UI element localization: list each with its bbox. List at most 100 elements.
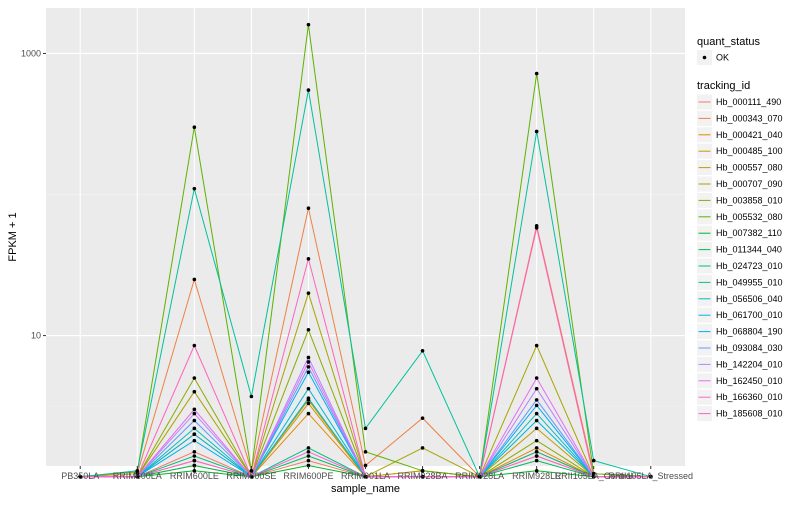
data-point — [534, 411, 539, 416]
y-tick-label: 10 — [31, 331, 41, 341]
data-point — [363, 463, 368, 468]
data-point — [249, 394, 254, 399]
data-point — [306, 206, 311, 210]
legend: quant_status OK tracking_id Hb_000111_490 Hb… — [697, 36, 783, 422]
legend-label: Hb_142204_010 — [716, 359, 783, 369]
axis-layer: 10 1000 PB350LA RRIM600LA RRIM600LE RRIM600SE… — [21, 48, 693, 481]
data-point — [306, 370, 311, 375]
legend-label: Hb_000707_090 — [716, 179, 783, 189]
data-point — [534, 418, 539, 423]
data-point — [306, 327, 311, 332]
data-point — [306, 365, 311, 369]
legend-label: Hb_000421_040 — [716, 130, 783, 140]
x-tick-label: RRIM928BA — [398, 471, 448, 481]
data-point — [420, 446, 425, 450]
data-point — [192, 450, 197, 454]
data-point — [306, 360, 311, 364]
legend-label: Hb_093084_030 — [716, 343, 783, 353]
data-point — [420, 474, 425, 479]
data-point — [192, 438, 197, 443]
data-point — [534, 454, 539, 458]
data-point — [192, 426, 197, 431]
data-point — [192, 277, 197, 282]
x-tick-label: PB350LA — [61, 471, 99, 481]
x-axis-title: sample_name — [331, 483, 400, 495]
data-point — [363, 450, 368, 454]
data-point — [192, 125, 197, 130]
data-point — [192, 376, 197, 380]
legend-label: Hb_185608_010 — [716, 409, 783, 419]
data-point — [534, 129, 539, 134]
data-point — [534, 386, 539, 391]
legend-label: Hb_024723_010 — [716, 261, 783, 271]
data-point — [534, 426, 539, 431]
data-point — [420, 416, 425, 420]
data-point — [306, 386, 311, 391]
data-point — [306, 446, 311, 450]
data-point — [78, 474, 83, 479]
data-point — [306, 22, 311, 27]
data-point — [306, 463, 311, 468]
legend-label: Hb_166360_010 — [716, 392, 783, 402]
x-tick-label: RRIM901LA — [341, 471, 390, 481]
data-point — [306, 401, 311, 406]
data-point — [363, 474, 368, 479]
data-point — [477, 474, 482, 479]
data-point — [135, 474, 140, 479]
data-point — [534, 343, 539, 348]
data-point — [534, 376, 539, 380]
legend-label: Hb_162450_010 — [716, 376, 783, 386]
data-point — [591, 474, 596, 479]
data-point — [306, 291, 311, 295]
data-point — [648, 474, 653, 479]
x-tick-label: RRIM600LE — [170, 471, 219, 481]
legend-label: Hb_000111_490 — [716, 97, 781, 107]
x-tick-label: RRIM600PE — [283, 471, 333, 481]
data-point — [306, 355, 311, 360]
x-tick-label: RRIM928LE — [512, 471, 561, 481]
data-point — [192, 458, 197, 463]
legend-label: Hb_056506_040 — [716, 294, 783, 304]
data-point — [192, 432, 197, 436]
data-point — [534, 226, 539, 230]
data-point — [249, 474, 254, 479]
legend-label: Hb_000343_070 — [716, 113, 783, 123]
legend-title-tracking-id: tracking_id — [697, 80, 750, 92]
data-point — [420, 349, 425, 353]
data-point — [192, 469, 197, 473]
data-point — [534, 469, 539, 473]
data-point — [534, 71, 539, 76]
y-tick-label: 1000 — [21, 48, 41, 58]
legend-label: Hb_049955_010 — [716, 277, 783, 287]
data-point — [192, 463, 197, 468]
point-layer — [78, 22, 653, 479]
legend-point-symbol — [702, 55, 707, 60]
data-point — [534, 458, 539, 463]
data-point — [534, 446, 539, 450]
data-point — [306, 396, 311, 400]
data-point — [306, 88, 311, 92]
legend-label: Hb_061700_010 — [716, 310, 783, 320]
data-point — [192, 411, 197, 416]
data-point — [135, 469, 140, 473]
legend-label: Hb_007382_110 — [716, 228, 782, 238]
data-point — [192, 389, 197, 394]
x-tick-label: RRIM928LA — [455, 471, 504, 481]
x-tick-label: RRII105LA_Stressed — [608, 471, 693, 481]
data-point — [306, 257, 311, 261]
legend-label: Hb_068804_190 — [716, 327, 783, 337]
data-point — [192, 407, 197, 412]
data-point — [363, 426, 368, 431]
y-axis-title: FPKM + 1 — [7, 212, 19, 261]
grid-layer — [46, 8, 685, 466]
legend-label: Hb_011344_040 — [716, 245, 782, 255]
data-point — [534, 403, 539, 408]
data-point — [306, 458, 311, 463]
data-point — [591, 471, 596, 476]
legend-label: Hb_000557_080 — [716, 163, 783, 173]
data-point — [192, 418, 197, 423]
data-point — [420, 469, 425, 473]
data-point — [306, 454, 311, 458]
